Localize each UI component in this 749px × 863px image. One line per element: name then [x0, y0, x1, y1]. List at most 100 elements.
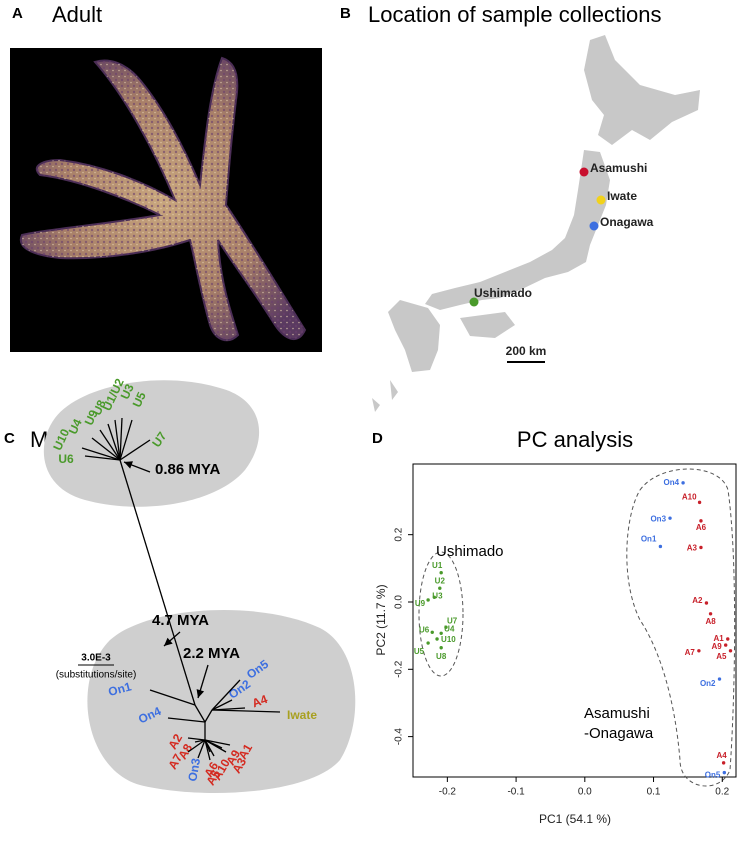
point — [721, 761, 726, 765]
branch — [204, 709, 213, 723]
x-tick-label: 0.2 — [715, 787, 729, 798]
leaf-label: U4 — [66, 416, 85, 436]
leaf-label: U6 — [58, 452, 74, 466]
leaf-label: U5 — [130, 389, 149, 409]
plot-frame — [412, 463, 737, 778]
leaf-label: A9 — [223, 747, 243, 768]
point-label: U6 — [419, 625, 430, 634]
point-label: On3 — [650, 514, 666, 523]
site-label: Iwate — [607, 189, 637, 203]
leaf-label: A3 — [229, 755, 249, 776]
map — [372, 35, 700, 412]
panel-title: Location of sample collections — [368, 2, 662, 27]
site-label: Asamushi — [590, 161, 647, 175]
leaf-label: Iwate — [287, 708, 317, 722]
y-axis-label: PC2 (11.7 %) — [374, 584, 388, 655]
x-tick-label: -0.2 — [439, 787, 457, 798]
point-label: On2 — [700, 679, 716, 688]
leaf-label: U8 — [90, 397, 109, 417]
point-label: U8 — [436, 652, 447, 661]
branch — [211, 699, 233, 711]
x-axis-label: PC1 (54.1 %) — [539, 812, 611, 826]
branch — [204, 739, 227, 753]
y-tick-label: 0.2 — [394, 527, 405, 541]
point — [439, 571, 443, 575]
point-label: U4 — [444, 624, 455, 633]
branch — [204, 739, 231, 746]
branch — [197, 739, 206, 759]
x-tick-label: 0.0 — [578, 787, 592, 798]
x-tick-label: -0.1 — [507, 787, 525, 798]
point — [697, 500, 702, 505]
branch — [114, 419, 121, 461]
leaf-label: U9 — [82, 407, 101, 427]
point-label: A3 — [687, 544, 698, 553]
leaf-label: A8 — [175, 741, 195, 762]
branch — [167, 717, 206, 723]
leaf-label: On3 — [185, 757, 203, 783]
branch — [84, 455, 121, 461]
y-tick-label: -0.4 — [394, 728, 405, 746]
point — [717, 677, 722, 681]
x-tick-label: 0.1 — [647, 787, 661, 798]
point-label: A7 — [685, 648, 696, 657]
point — [426, 641, 430, 645]
point — [444, 625, 448, 629]
point-label: U10 — [441, 635, 456, 644]
point — [681, 481, 685, 485]
point-label: A4 — [717, 751, 728, 760]
point — [439, 631, 443, 635]
scale-unit: (substitutions/site) — [56, 670, 137, 681]
point-label: A1 — [714, 634, 725, 643]
point — [439, 646, 443, 650]
point — [438, 586, 442, 590]
leaf-label: U3 — [118, 381, 137, 401]
point — [722, 770, 727, 775]
arrow-head — [196, 689, 205, 698]
branch — [194, 739, 206, 743]
point — [708, 612, 713, 616]
branch — [91, 437, 121, 461]
clade-blob — [43, 380, 260, 507]
point — [728, 649, 733, 653]
site-dot — [469, 297, 479, 307]
branch — [211, 709, 281, 713]
site-label: Onagawa — [600, 215, 654, 229]
leaf-label: A2 — [165, 731, 185, 752]
leaf-label: A5 — [203, 767, 223, 788]
point — [704, 601, 709, 605]
arrow-head — [124, 461, 133, 469]
panel-title: Adult — [52, 2, 102, 27]
point — [699, 545, 703, 550]
point — [435, 637, 439, 641]
point — [723, 643, 728, 647]
annotation: -Onagawa — [584, 725, 654, 742]
scale-label: 3.0E-3 — [81, 653, 111, 664]
site-dot — [589, 221, 599, 231]
leaf-label: A7 — [165, 751, 185, 772]
point — [426, 598, 430, 602]
point-label: On1 — [641, 535, 657, 544]
panel-letter: A — [12, 5, 23, 22]
point-label: A8 — [705, 617, 716, 626]
leaf-label: A6 — [201, 759, 221, 780]
annotation: Ushimado — [436, 543, 504, 560]
branch — [194, 704, 206, 723]
leaf-label: On1 — [107, 679, 133, 699]
y-tick-label: 0.0 — [394, 595, 405, 609]
clade-blob — [87, 609, 356, 793]
point-label: U2 — [435, 576, 446, 585]
point — [699, 519, 703, 523]
branch — [204, 739, 211, 761]
group-outline — [418, 551, 464, 677]
chart-title: PC analysis — [517, 427, 633, 452]
point-label: U9 — [415, 599, 426, 608]
site-dot — [596, 195, 606, 205]
point — [432, 595, 437, 599]
branch — [107, 423, 121, 461]
scale-label: 200 km — [506, 344, 547, 358]
branch — [187, 739, 206, 753]
branch — [204, 739, 215, 757]
point-label: A9 — [711, 642, 722, 651]
point-label: U5 — [414, 647, 425, 656]
